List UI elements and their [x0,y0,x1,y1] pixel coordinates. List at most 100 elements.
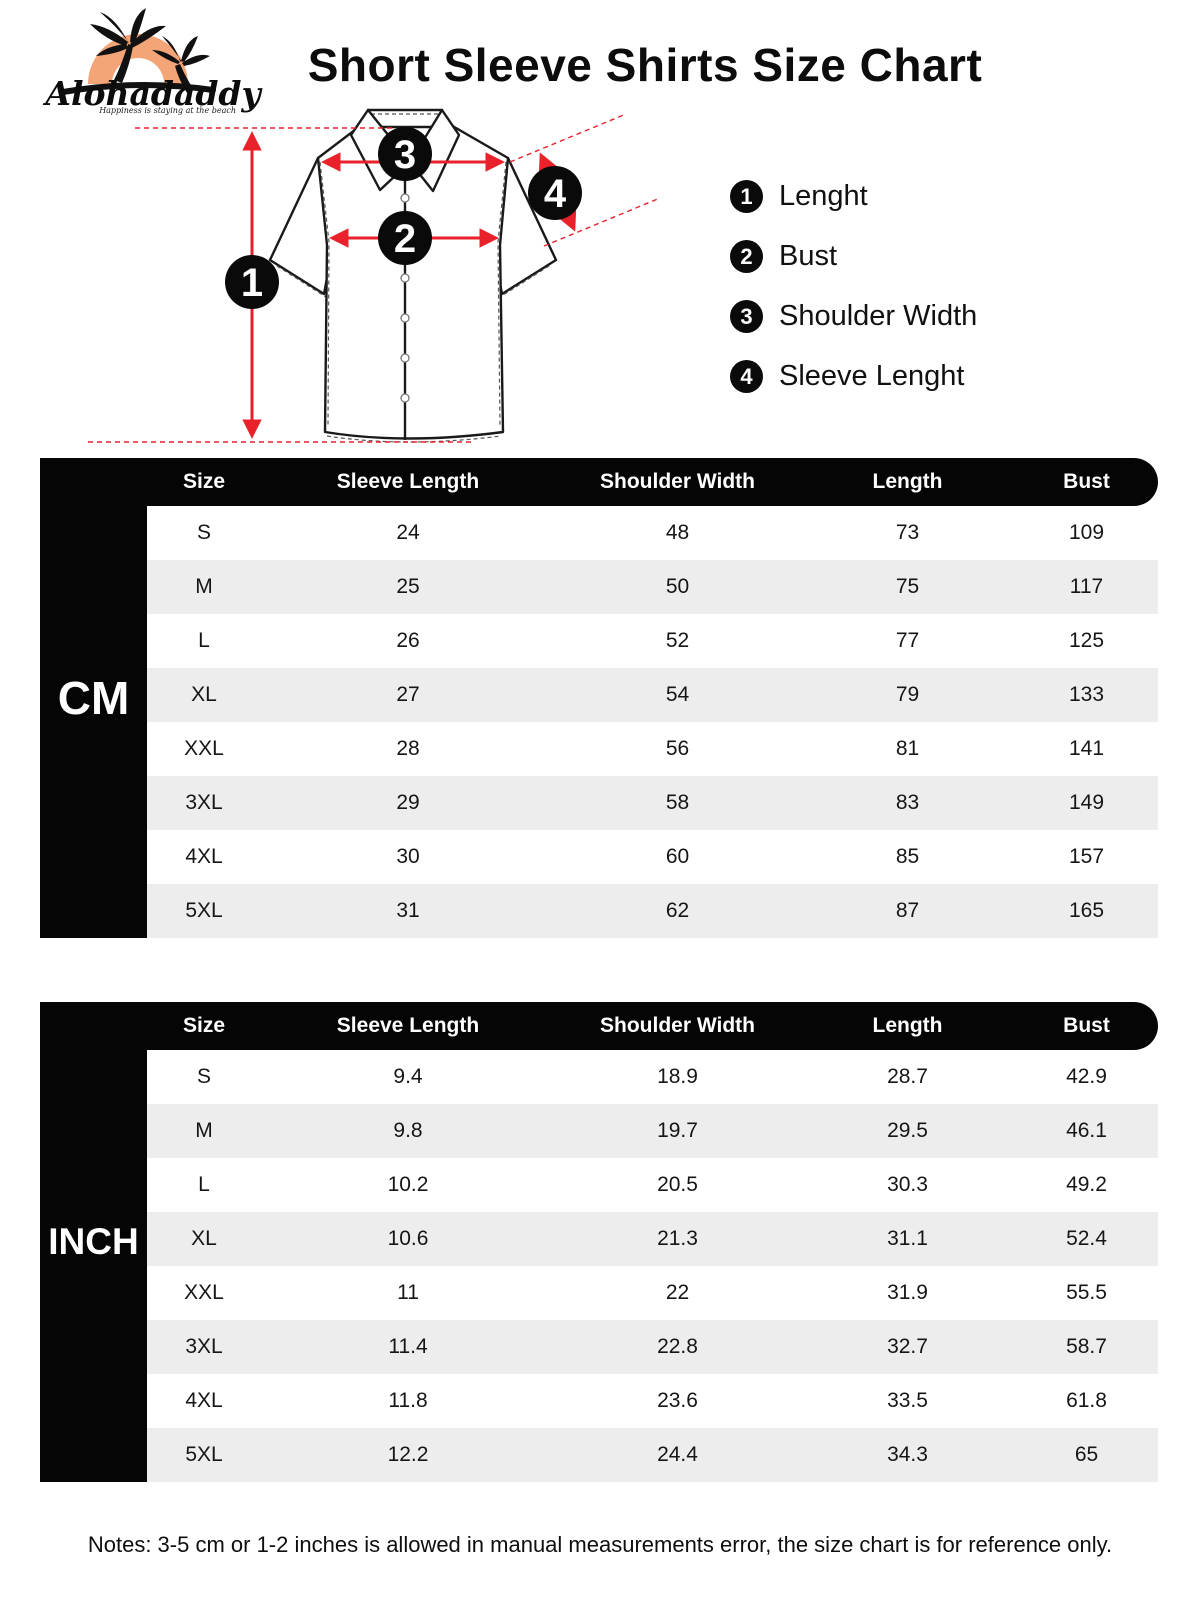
table-cell: 20.5 [657,1173,698,1196]
table-cell: M [195,575,213,598]
table-cell: L [198,1173,210,1196]
table-cell: 29.5 [887,1119,928,1142]
table-cell: 11 [397,1281,419,1304]
table-row: XXL 28 56 81 141 [147,722,1158,776]
table-cell: 79 [895,683,920,706]
notes-text: Notes: 3-5 cm or 1-2 inches is allowed i… [87,1532,1113,1557]
table-cell: L [198,629,210,652]
table-row: 3XL 29 58 83 149 [147,776,1158,830]
table-cell: 5XL [185,899,223,922]
svg-text:1: 1 [241,261,263,305]
table-cell: 10.6 [387,1227,429,1250]
table-cell: 109 [1068,521,1105,544]
unit-column: INCH [40,1002,147,1482]
table-cell: 32.7 [887,1335,928,1358]
table-cell: 4XL [185,1389,223,1412]
table-cell: 61.8 [1066,1389,1107,1412]
table-row: M 25 50 75 117 [147,560,1158,614]
table-cell: 18.9 [657,1065,698,1088]
column-header: Length [872,470,943,493]
svg-text:2: 2 [394,217,416,261]
table-cell: 30.3 [887,1173,928,1196]
table-body: S 9.4 18.9 28.7 42.9 M 9.8 19.7 29.5 46.1 L 10.2 20.… [147,1050,1158,1482]
legend-number-badge: 2 [730,240,763,273]
unit-label: CM [57,672,130,724]
alohadaddy-logo: Alohadaddy Happiness is staying at the b… [28,4,278,116]
table-cell: 31.9 [887,1281,928,1304]
legend-label: Bust [779,240,838,272]
table-cell: 42.9 [1066,1065,1107,1088]
svg-text:4: 4 [544,172,567,216]
table-cell: 73 [895,521,920,544]
column-header: Size [182,470,226,493]
table-cell: 87 [895,899,920,922]
table-cell: 24 [396,521,420,544]
legend-label: Shoulder Width [779,300,978,332]
table-cell: 52.4 [1066,1227,1107,1250]
table-cell: 81 [895,737,920,760]
table-cell: XXL [184,1281,224,1304]
table-cell: 85 [895,845,920,868]
table-cell: 157 [1068,845,1105,868]
size-table-inch: INCH Size Sleeve Length Shoulder Width Leng… [40,1002,1158,1482]
table-cell: 49.2 [1066,1173,1107,1196]
table-row: XXL 11 22 31.9 55.5 [147,1266,1158,1320]
table-row: L 10.2 20.5 30.3 49.2 [147,1158,1158,1212]
legend-number-badge: 4 [730,360,763,393]
legend-label: Lenght [779,180,868,212]
table-header-row: Size Sleeve Length Shoulder Width Length Bus… [147,458,1158,506]
table-cell: XXL [184,737,224,760]
table-row: 3XL 11.4 22.8 32.7 58.7 [147,1320,1158,1374]
legend-item: 1 Lenght [730,180,977,213]
shirt-diagram-icon: 1 2 3 4 [88,108,661,443]
column-header: Sleeve Length [336,470,480,493]
table-cell: 65 [1074,1443,1099,1466]
table-cell: 117 [1069,575,1104,598]
table-cell: 60 [665,845,690,868]
table-cell: S [196,521,211,544]
size-table-cm: CM Size Sleeve Length Shoulder Width Length… [40,458,1158,938]
table-row: XL 27 54 79 133 [147,668,1158,722]
table-cell: 133 [1068,683,1105,706]
table-row: S 24 48 73 109 [147,506,1158,560]
table-cell: 9.4 [393,1065,423,1088]
table-cell: 19.7 [657,1119,698,1142]
table-cell: 27 [396,683,420,706]
diagram-marker-2: 2 [378,211,432,265]
table-cell: 28 [396,737,420,760]
table-cell: 58.7 [1066,1335,1107,1358]
table-cell: 3XL [185,791,223,814]
column-header: Bust [1063,1014,1110,1037]
table-cell: 31 [396,899,420,922]
diagram-marker-3: 3 [378,127,432,181]
unit-label: INCH [48,1221,139,1262]
table-header-row: Size Sleeve Length Shoulder Width Length Bus… [147,1002,1158,1050]
diagram-marker-4: 4 [528,166,582,220]
table-cell: 12.2 [387,1443,429,1466]
table-row: 5XL 12.2 24.4 34.3 65 [147,1428,1158,1482]
table-cell: 4XL [185,845,223,868]
table-row: 4XL 30 60 85 157 [147,830,1158,884]
column-header: Shoulder Width [600,1014,755,1037]
palm-sunset-icon: Alohadaddy Happiness is staying at the b… [42,8,263,115]
table-cell: 23.6 [657,1389,698,1412]
legend-item: 2 Bust [730,240,977,273]
legend-item: 4 Sleeve Lenght [730,360,977,393]
legend-number-badge: 1 [730,180,763,213]
brand-name: Alohadaddy [42,74,263,113]
table-row: L 26 52 77 125 [147,614,1158,668]
unit-column: CM [40,458,147,938]
table-cell: 34.3 [887,1443,928,1466]
measurement-legend: 1 Lenght 2 Bust 3 Shoulder Width 4 Sleeve Lengh… [730,180,977,393]
table-cell: 5XL [185,1443,223,1466]
table-cell: 54 [665,683,690,706]
legend-label: Sleeve Lenght [779,360,965,392]
table-cell: 22 [665,1281,690,1304]
table-cell: 11.4 [388,1335,428,1358]
diagram-marker-1: 1 [225,255,279,309]
table-cell: 22.8 [657,1335,698,1358]
table-cell: 141 [1068,737,1105,760]
table-cell: 52 [665,629,690,652]
table-row: S 9.4 18.9 28.7 42.9 [147,1050,1158,1104]
table-cell: 3XL [185,1335,223,1358]
